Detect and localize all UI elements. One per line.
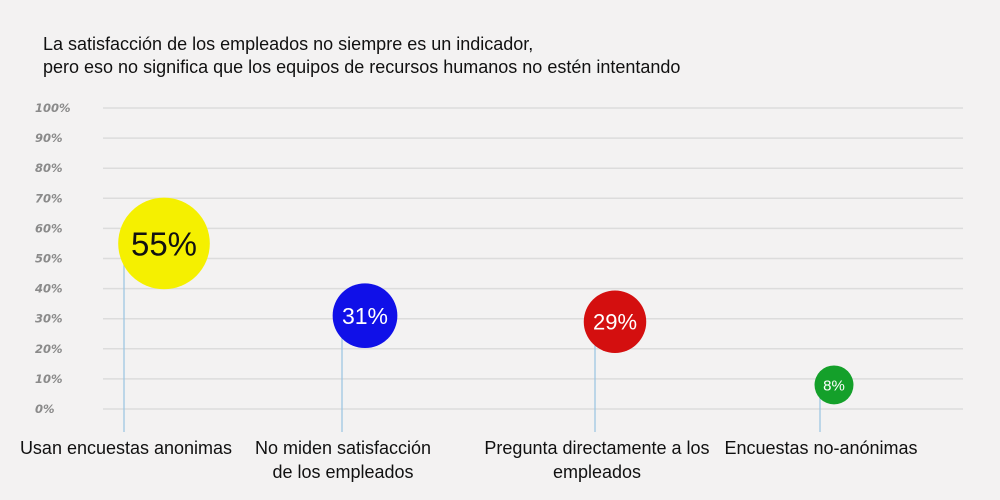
data-label-0: 55% bbox=[131, 225, 197, 262]
data-bubble-3 bbox=[814, 365, 854, 405]
category-label-2: Pregunta directamente a los empleados bbox=[467, 436, 727, 484]
category-label-0: Usan encuestas anonimas bbox=[0, 436, 256, 460]
y-tick-label-6: 60% bbox=[35, 221, 63, 235]
category-label-1-line-0: No miden satisfacción bbox=[254, 438, 432, 458]
y-tick-label-2: 20% bbox=[35, 342, 63, 356]
data-label-1: 31% bbox=[342, 303, 388, 329]
data-bubble-0 bbox=[118, 197, 210, 290]
y-tick-label-3: 30% bbox=[35, 312, 63, 326]
y-tick-label-9: 90% bbox=[35, 131, 63, 145]
y-tick-label-1: 10% bbox=[35, 372, 63, 386]
chart-title-line-2: pero eso no significa que los equipos de… bbox=[43, 57, 681, 77]
data-bubble-1 bbox=[332, 283, 398, 349]
data-label-2: 29% bbox=[593, 310, 637, 335]
category-label-2-line-1: empleados bbox=[552, 462, 642, 482]
chart-title: La satisfacción de los empleados no siem… bbox=[43, 33, 680, 79]
category-label-3: Encuestas no-anónimas bbox=[691, 436, 951, 460]
y-tick-label-4: 40% bbox=[34, 282, 63, 296]
y-tick-label-5: 50% bbox=[35, 252, 63, 266]
y-tick-label-7: 70% bbox=[35, 191, 63, 205]
category-label-0-line-0: Usan encuestas anonimas bbox=[19, 438, 233, 458]
category-label-2-line-0: Pregunta directamente a los bbox=[484, 438, 710, 458]
category-label-1: No miden satisfacción de los empleados bbox=[213, 436, 473, 484]
data-label-3: 8% bbox=[823, 377, 845, 394]
data-bubble-2 bbox=[583, 290, 647, 353]
category-label-1-line-1: de los empleados bbox=[272, 462, 414, 482]
chart-title-line-1: La satisfacción de los empleados no siem… bbox=[43, 34, 534, 54]
y-tick-label-8: 80% bbox=[35, 161, 63, 175]
y-tick-label-10: 100% bbox=[35, 101, 71, 115]
category-label-3-line-0: Encuestas no-anónimas bbox=[724, 438, 918, 458]
y-tick-label-0: 0% bbox=[35, 402, 55, 416]
